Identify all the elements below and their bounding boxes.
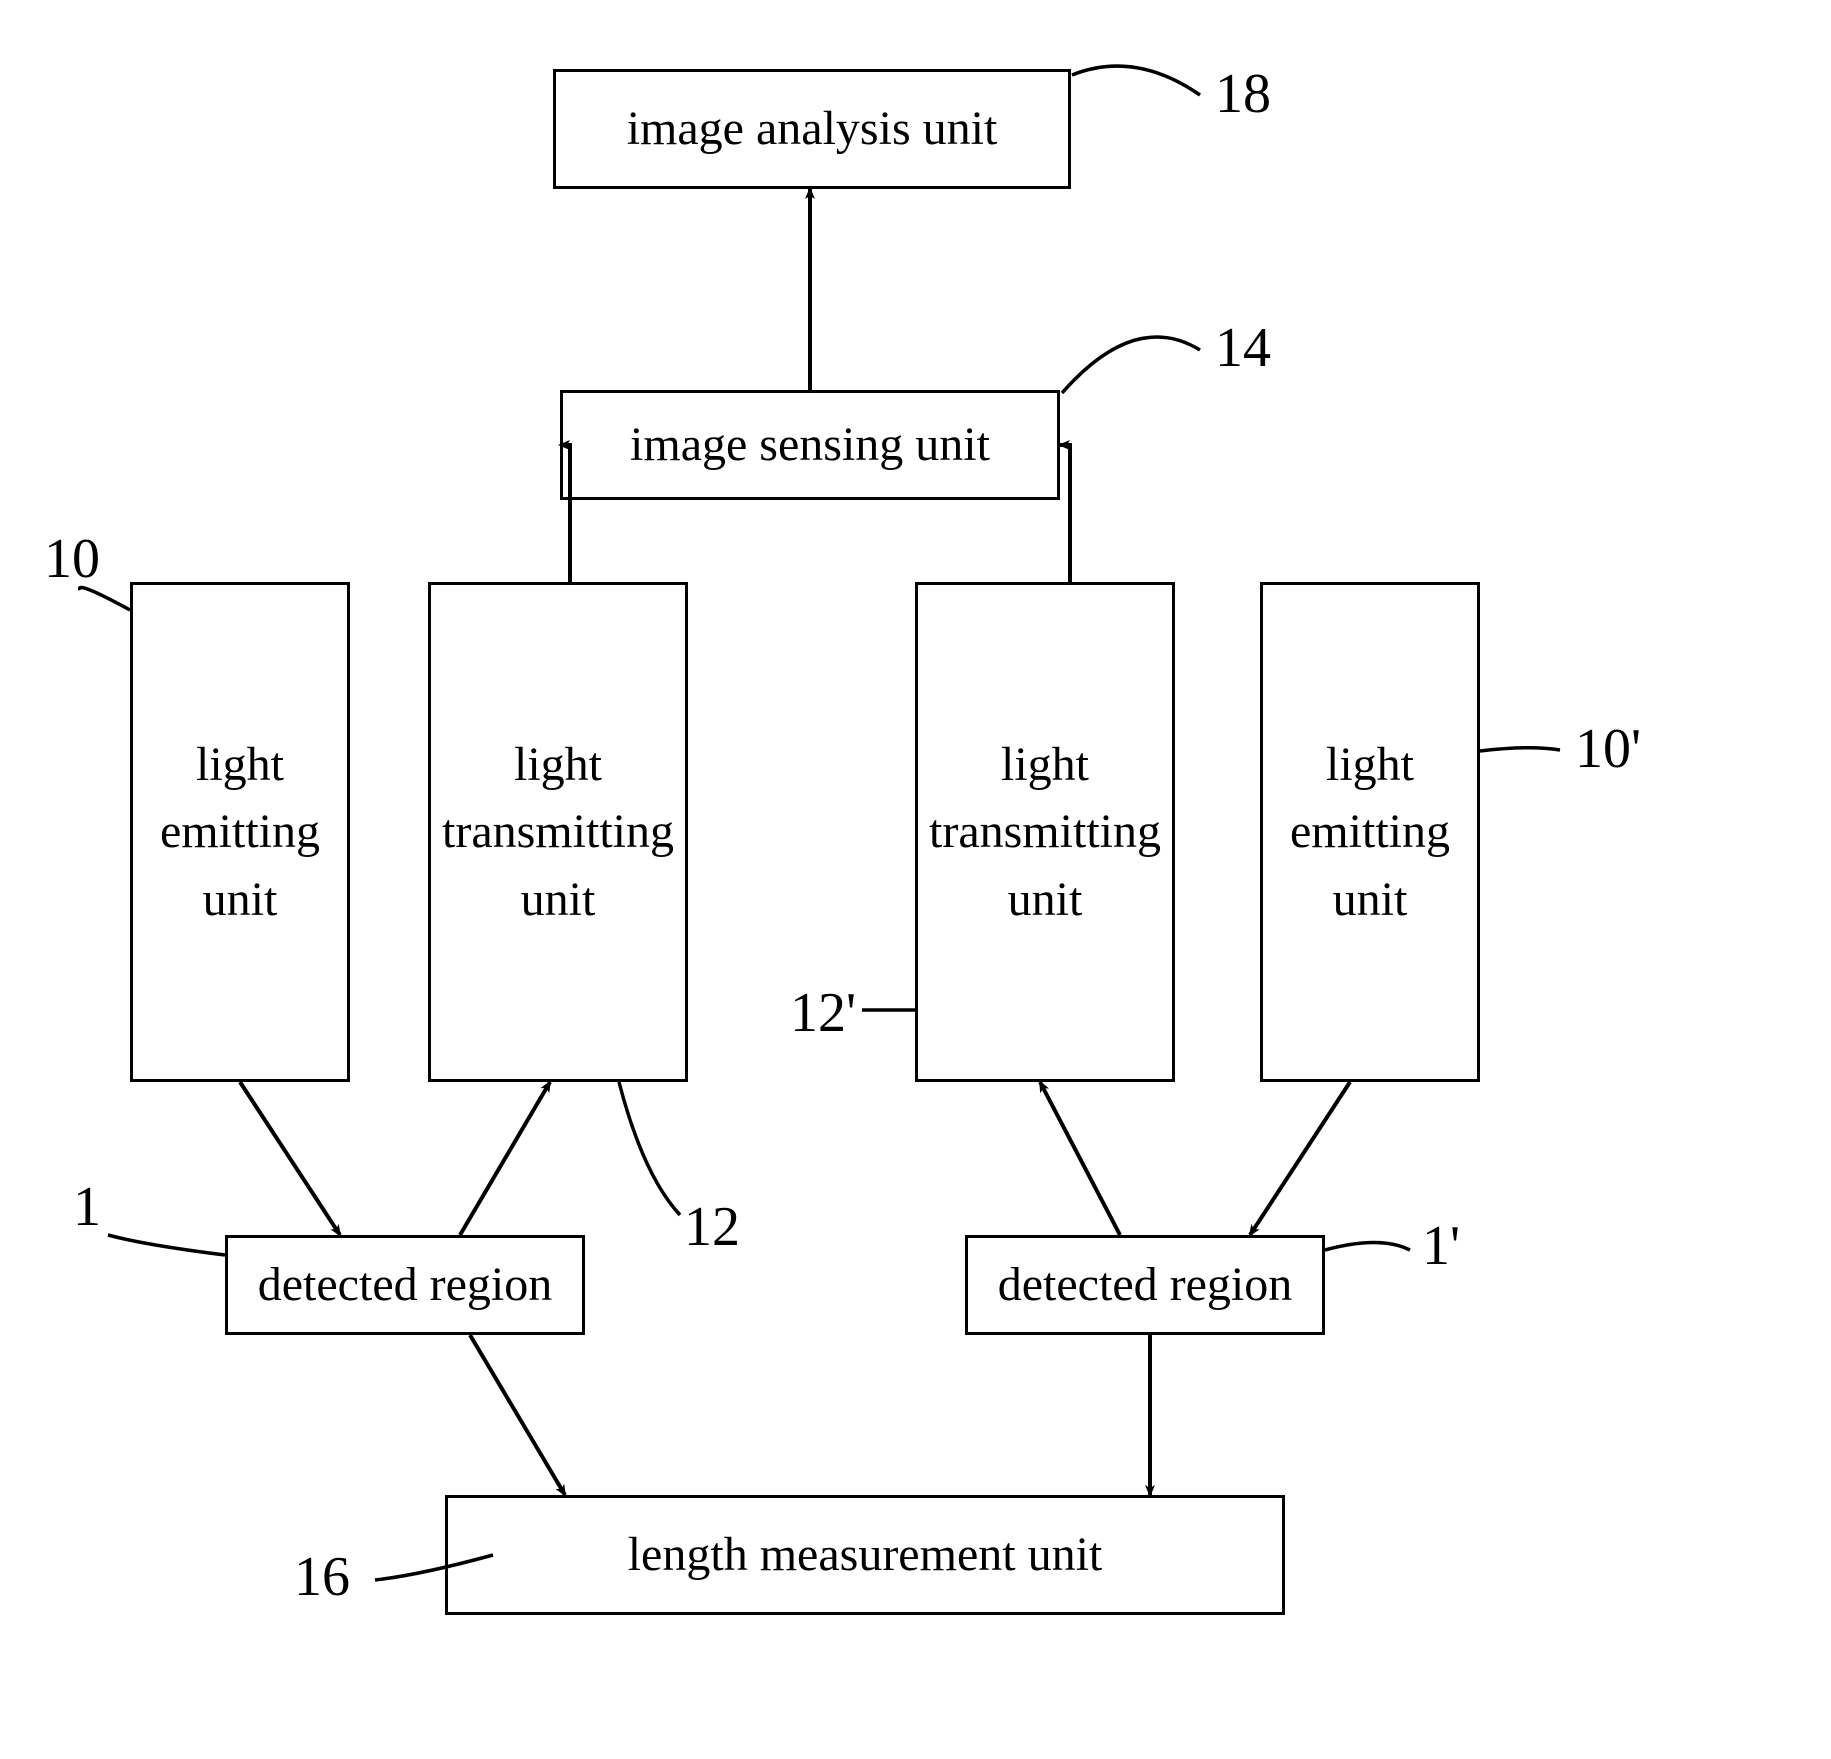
edge-emit-left-to-detected-left bbox=[240, 1082, 340, 1235]
ref-label-18: 18 bbox=[1215, 62, 1271, 126]
leader-1 bbox=[108, 1235, 225, 1255]
ref-label-12p: 12' bbox=[790, 981, 856, 1045]
node-length-measurement: length measurement unit bbox=[445, 1495, 1285, 1615]
edge-trans-right-to-sensing bbox=[1060, 445, 1070, 582]
node-detected-left: detected region bbox=[225, 1235, 585, 1335]
leader-1p bbox=[1325, 1243, 1410, 1251]
node-label: image analysis unit bbox=[627, 95, 998, 162]
node-label: light emitting unit bbox=[1273, 731, 1467, 933]
node-label: detected region bbox=[998, 1251, 1293, 1318]
ref-label-10: 10 bbox=[44, 527, 100, 591]
ref-label-1p: 1' bbox=[1422, 1214, 1460, 1278]
ref-label-16: 16 bbox=[294, 1545, 350, 1609]
node-label: light emitting unit bbox=[143, 731, 337, 933]
node-label: light transmitting unit bbox=[928, 731, 1162, 933]
ref-label-14: 14 bbox=[1215, 316, 1271, 380]
ref-label-1: 1 bbox=[73, 1175, 101, 1239]
ref-label-12: 12 bbox=[684, 1195, 740, 1259]
edge-emit-right-to-detected-right bbox=[1250, 1082, 1350, 1235]
node-label: image sensing unit bbox=[630, 411, 990, 478]
node-image-analysis: image analysis unit bbox=[553, 69, 1071, 189]
edge-detected-left-to-trans-left bbox=[460, 1082, 550, 1235]
node-light-transmitting-right: light transmitting unit bbox=[915, 582, 1175, 1082]
leader-10p bbox=[1480, 748, 1560, 751]
node-image-sensing: image sensing unit bbox=[560, 390, 1060, 500]
node-label: length measurement unit bbox=[628, 1521, 1103, 1588]
node-light-emitting-right: light emitting unit bbox=[1260, 582, 1480, 1082]
node-label: light transmitting unit bbox=[441, 731, 675, 933]
node-light-emitting-left: light emitting unit bbox=[130, 582, 350, 1082]
leader-14 bbox=[1062, 337, 1200, 393]
node-light-transmitting-left: light transmitting unit bbox=[428, 582, 688, 1082]
node-detected-right: detected region bbox=[965, 1235, 1325, 1335]
leader-12 bbox=[619, 1082, 680, 1215]
ref-label-10p: 10' bbox=[1575, 717, 1641, 781]
node-label: detected region bbox=[258, 1251, 553, 1318]
edge-detected-right-to-trans-right bbox=[1040, 1082, 1120, 1235]
edge-detected-left-to-length bbox=[470, 1335, 565, 1495]
leader-18 bbox=[1072, 66, 1200, 95]
